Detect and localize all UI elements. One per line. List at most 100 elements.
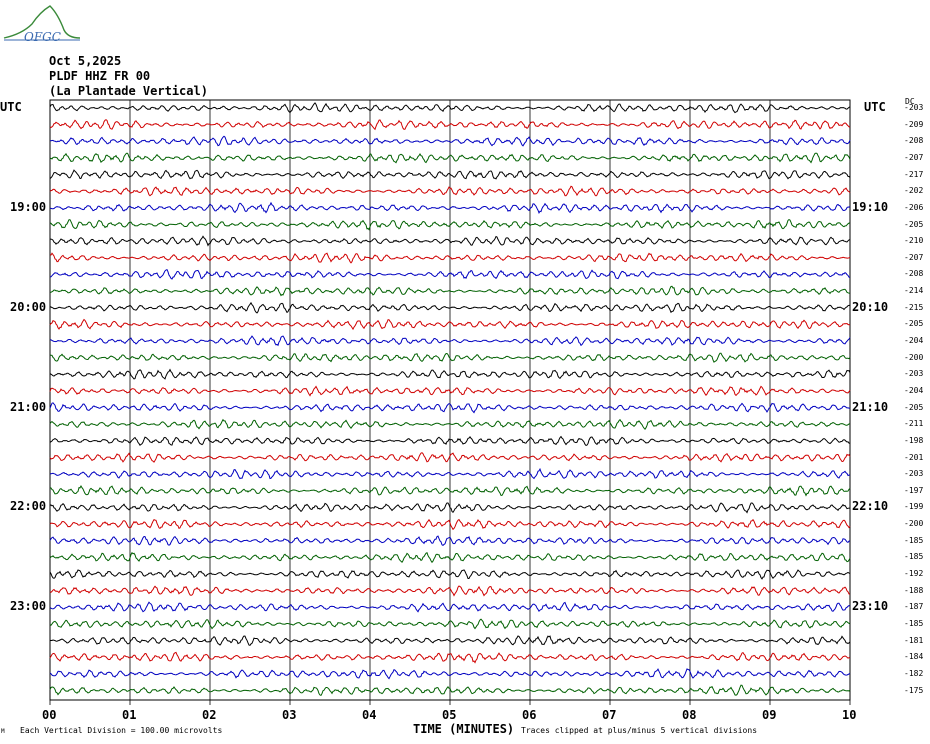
right-time-label: 19:10 — [852, 199, 889, 214]
left-time-label: 22:00 — [10, 499, 47, 514]
x-tick-label: 09 — [762, 708, 777, 722]
trace-row-25 — [49, 502, 850, 514]
trace-row-20 — [49, 418, 851, 431]
logo-text: OFGC — [24, 30, 61, 44]
dc-value: -185 — [904, 552, 924, 562]
left-time-label: 23:00 — [10, 599, 47, 614]
x-tick-label: 04 — [362, 708, 377, 722]
x-tick-label: 02 — [202, 708, 217, 722]
footer-left-note: Each Vertical Division = 100.00 microvol… — [20, 726, 223, 735]
x-tick-label: 07 — [602, 708, 617, 722]
dc-value: -197 — [904, 485, 924, 495]
dc-value: -185 — [904, 618, 924, 628]
x-tick-label: 00 — [42, 708, 57, 722]
trace-row-16 — [49, 352, 851, 363]
trace-row-5 — [49, 169, 851, 180]
station-label: PLDF HHZ FR 00 — [49, 69, 151, 83]
x-tick-label: 03 — [282, 708, 297, 722]
dc-value: -202 — [904, 186, 924, 196]
dc-value: -205 — [904, 219, 924, 229]
trace-row-10 — [50, 252, 851, 264]
trace-row-12 — [49, 285, 851, 297]
dc-value: -185 — [904, 535, 924, 545]
trace-row-3 — [49, 135, 851, 147]
dc-value: -192 — [904, 569, 924, 579]
dc-value: -203 — [904, 469, 924, 479]
footer-mark: M — [1, 728, 5, 735]
trace-row-9 — [50, 235, 851, 247]
trace-row-6 — [49, 185, 851, 197]
left-time-label: 21:00 — [10, 399, 47, 414]
trace-row-18 — [49, 385, 851, 397]
trace-row-7 — [49, 201, 851, 215]
trace-row-15 — [49, 335, 851, 347]
dc-value: -207 — [904, 152, 924, 162]
trace-row-29 — [49, 569, 851, 580]
x-tick-label: 08 — [682, 708, 697, 722]
dc-value: -175 — [904, 685, 924, 695]
trace-row-14 — [49, 318, 851, 331]
dc-value: -205 — [904, 402, 924, 412]
left-time-label: 19:00 — [10, 199, 47, 214]
ofgc-logo-icon: OFGC — [3, 5, 81, 44]
dc-value: -214 — [904, 286, 924, 296]
dc-value: -188 — [904, 585, 924, 595]
right-time-label: 22:10 — [852, 499, 889, 514]
trace-row-21 — [49, 435, 851, 446]
x-tick-label: 06 — [522, 708, 537, 722]
dc-value: -181 — [904, 635, 924, 645]
dc-value: -215 — [904, 302, 924, 312]
trace-row-1 — [49, 102, 851, 114]
dc-value: -210 — [904, 236, 924, 246]
trace-row-23 — [49, 467, 851, 480]
dc-value: -203 — [904, 369, 924, 379]
trace-row-33 — [49, 635, 851, 646]
date-label: Oct 5,2025 — [49, 54, 122, 68]
dc-label: DC — [905, 97, 915, 106]
trace-row-8 — [49, 219, 851, 231]
trace-row-11 — [49, 268, 851, 280]
dc-value: -182 — [904, 668, 924, 678]
dc-value: -184 — [904, 652, 924, 662]
trace-row-27 — [49, 535, 851, 547]
trace-row-28 — [49, 551, 851, 564]
dc-value: -200 — [904, 352, 924, 362]
trace-row-17 — [49, 368, 851, 380]
dc-value: -211 — [904, 419, 924, 429]
x-tick-label: 10 — [842, 708, 857, 722]
dc-value: -204 — [904, 336, 924, 345]
trace-row-22 — [49, 452, 851, 463]
location-label: (La Plantade Vertical) — [49, 84, 208, 98]
trace-row-34 — [49, 651, 851, 664]
dc-value: -204 — [904, 385, 924, 395]
trace-row-19 — [49, 402, 851, 414]
trace-row-26 — [49, 518, 851, 531]
left-time-label: 20:00 — [10, 299, 47, 314]
left-utc-label: UTC — [0, 100, 22, 114]
x-tick-label: 01 — [122, 708, 137, 722]
trace-row-24 — [49, 484, 851, 497]
dc-value: -205 — [904, 319, 924, 329]
footer-right-note: Traces clipped at plus/minus 5 vertical … — [521, 726, 758, 735]
x-tick-label: 05 — [442, 708, 457, 722]
dc-value: -209 — [904, 119, 924, 129]
dc-value: -207 — [904, 252, 924, 262]
trace-row-30 — [49, 585, 851, 597]
dc-value: -201 — [904, 452, 924, 462]
right-time-label: 23:10 — [852, 599, 889, 614]
trace-row-36 — [49, 684, 851, 697]
dc-value: -198 — [904, 435, 924, 445]
right-utc-label: UTC — [864, 100, 886, 114]
trace-row-13 — [49, 301, 851, 314]
dc-value: -187 — [904, 602, 924, 612]
dc-value: -200 — [904, 519, 924, 529]
trace-row-31 — [49, 601, 851, 613]
right-time-label: 20:10 — [852, 299, 889, 314]
right-time-label: 21:10 — [852, 399, 889, 414]
trace-row-2 — [49, 119, 851, 131]
dc-value: -206 — [904, 202, 924, 212]
dc-value: -203 — [904, 103, 924, 112]
x-axis-label: TIME (MINUTES) — [413, 722, 515, 736]
trace-row-32 — [49, 618, 851, 630]
